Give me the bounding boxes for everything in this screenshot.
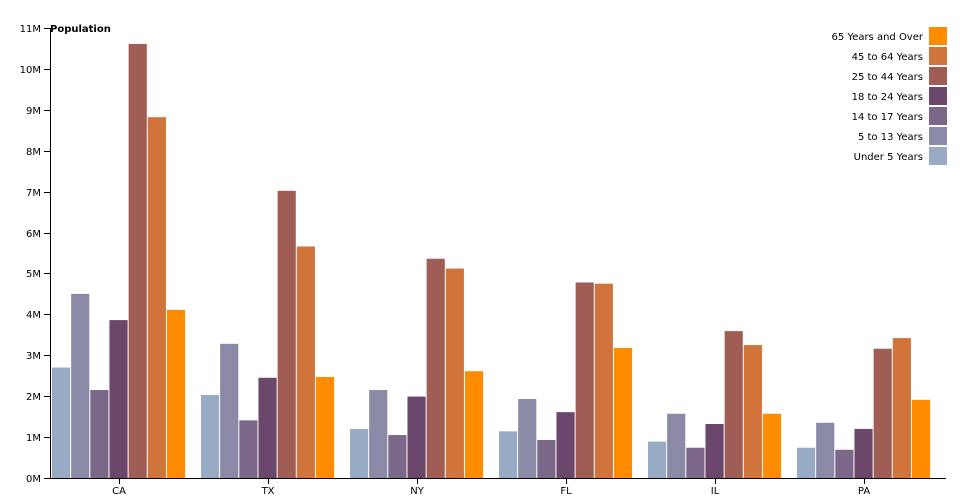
bar-fl-1 [518, 399, 537, 478]
bar-group-il [648, 331, 782, 478]
bar-pa-2 [835, 449, 854, 478]
legend: 65 Years and Over 45 to 64 Years 25 to 44 … [831, 27, 947, 165]
y-tick-label: 4M [26, 310, 41, 321]
bar-ny-3 [407, 396, 426, 478]
legend-swatch [929, 107, 947, 125]
legend-swatch [929, 87, 947, 105]
legend-item: 5 to 13 Years [858, 127, 947, 145]
legend-item: Under 5 Years [854, 147, 947, 165]
y-axis-label: Population [50, 24, 111, 35]
bar-group-tx [201, 190, 335, 478]
y-tick-label: 8M [26, 147, 41, 158]
x-tick-label: TX [261, 486, 275, 497]
bar-group-pa [797, 338, 931, 478]
x-tick-label: FL [560, 486, 572, 497]
y-tick-label: 2M [26, 392, 41, 403]
bar-il-0 [648, 441, 667, 478]
bar-ny-5 [445, 268, 464, 478]
y-tick-label: 7M [26, 188, 41, 199]
bar-group-fl [499, 282, 633, 478]
legend-swatch [929, 147, 947, 165]
legend-swatch [929, 67, 947, 85]
legend-label: 25 to 44 Years [852, 72, 923, 83]
bar-fl-5 [594, 283, 613, 478]
bar-ca-2 [90, 390, 109, 478]
legend-label: 14 to 17 Years [852, 112, 923, 123]
legend-item: 45 to 64 Years [852, 47, 947, 65]
bar-fl-3 [556, 412, 575, 478]
bar-pa-6 [911, 399, 931, 478]
bar-group-ca [52, 43, 186, 479]
legend-label: 5 to 13 Years [858, 132, 923, 143]
bars-layer [52, 43, 931, 479]
bar-pa-4 [873, 348, 892, 478]
y-tick-label: 0M [26, 474, 41, 485]
legend-item: 65 Years and Over [831, 27, 947, 45]
bar-pa-1 [816, 422, 835, 478]
bar-ny-4 [426, 258, 445, 478]
bar-tx-0 [201, 394, 220, 478]
y-axis: Population 0M 1M 2M 3M 4M 5M 6M 7M 8M 9M 10M 11M [20, 24, 111, 485]
y-tick-label: 1M [26, 433, 41, 444]
x-tick-label: PA [858, 486, 870, 497]
y-tick-label: 10M [20, 65, 41, 76]
legend-label: 65 Years and Over [831, 32, 923, 43]
bar-fl-4 [575, 282, 594, 478]
bar-ca-6 [166, 309, 186, 478]
bar-ca-4 [128, 43, 147, 479]
bar-ca-5 [147, 117, 166, 478]
bar-ny-2 [388, 435, 407, 478]
legend-item: 25 to 44 Years [852, 67, 947, 85]
bar-ca-1 [71, 293, 90, 478]
bar-il-5 [743, 345, 762, 478]
bar-tx-2 [239, 420, 258, 478]
y-tick-label: 11M [20, 24, 41, 35]
legend-swatch [929, 127, 947, 145]
bar-fl-2 [537, 439, 556, 478]
bar-tx-3 [258, 377, 277, 478]
legend-item: 18 to 24 Years [852, 87, 947, 105]
bar-pa-5 [892, 338, 911, 478]
legend-item: 14 to 17 Years [852, 107, 947, 125]
x-tick-label: NY [410, 486, 424, 497]
y-tick-label: 3M [26, 351, 41, 362]
bar-tx-4 [277, 190, 296, 478]
bar-pa-3 [854, 428, 873, 478]
legend-label: 18 to 24 Years [852, 92, 923, 103]
bar-ca-3 [109, 320, 128, 478]
bar-fl-6 [613, 347, 633, 478]
bar-il-4 [724, 331, 743, 478]
x-axis: CA TX NY FL IL PA [50, 478, 946, 497]
legend-label: 45 to 64 Years [852, 52, 923, 63]
bar-ny-1 [369, 390, 388, 478]
bar-pa-0 [797, 447, 816, 478]
x-tick-label: CA [112, 486, 126, 497]
y-tick-label: 9M [26, 106, 41, 117]
y-tick-label: 5M [26, 269, 41, 280]
bar-tx-6 [315, 376, 335, 478]
bar-ny-6 [464, 371, 484, 478]
x-tick-label: IL [711, 486, 720, 497]
bar-ny-0 [350, 428, 369, 478]
bar-fl-0 [499, 431, 518, 478]
legend-swatch [929, 27, 947, 45]
bar-il-1 [667, 413, 686, 478]
legend-swatch [929, 47, 947, 65]
bar-il-6 [762, 413, 782, 478]
legend-label: Under 5 Years [854, 152, 923, 163]
y-tick-label: 6M [26, 229, 41, 240]
bar-group-ny [350, 258, 484, 478]
bar-tx-5 [296, 246, 315, 478]
bar-il-3 [705, 424, 724, 478]
bar-ca-0 [52, 367, 71, 478]
bar-tx-1 [220, 343, 239, 478]
bar-il-2 [686, 447, 705, 478]
